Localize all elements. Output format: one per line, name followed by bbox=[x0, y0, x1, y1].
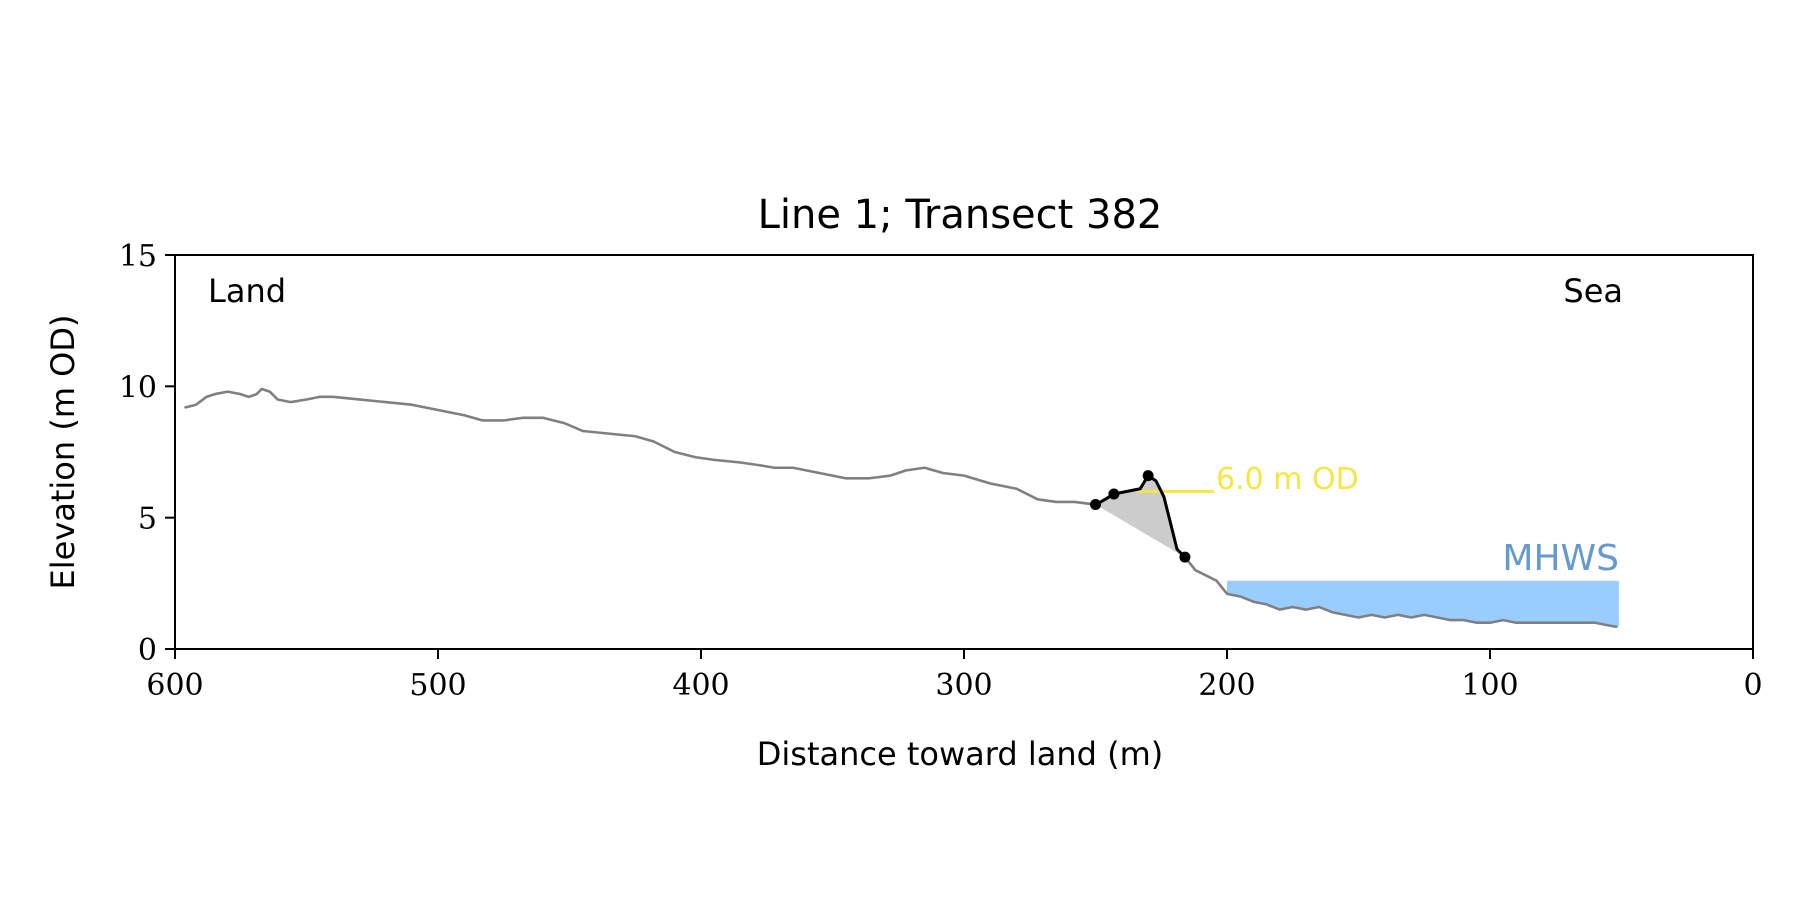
mhws-water-fill bbox=[1227, 580, 1619, 627]
y-tick-label-0: 0 bbox=[138, 633, 157, 668]
feature-point-1 bbox=[1090, 499, 1101, 511]
sea-label: Sea bbox=[1563, 272, 1623, 310]
y-tick-label-1: 5 bbox=[138, 502, 157, 537]
chart-title: Line 1; Transect 382 bbox=[758, 192, 1163, 238]
x-axis-label: Distance toward land (m) bbox=[757, 735, 1163, 773]
profile-line-1 bbox=[184, 387, 1097, 506]
x-tick-label-3: 300 bbox=[935, 668, 992, 703]
y-tick-label-2: 10 bbox=[119, 370, 157, 405]
feature-point-3 bbox=[1142, 470, 1154, 482]
x-tick-label-5: 100 bbox=[1461, 668, 1518, 703]
x-tick-label-4: 200 bbox=[1198, 668, 1255, 703]
profile-line-2 bbox=[1183, 555, 1618, 628]
feature-point-4 bbox=[1179, 551, 1191, 563]
x-tick-label-6: 0 bbox=[1743, 668, 1762, 703]
x-tick-label-2: 400 bbox=[672, 668, 729, 703]
x-tick-label-1: 500 bbox=[409, 668, 466, 703]
ticks-layer: 600 500 400 300 200 100 0 0 5 10 15 bbox=[119, 239, 1763, 703]
y-tick-label-3: 15 bbox=[119, 239, 157, 274]
land-label: Land bbox=[208, 272, 286, 310]
od-line-label: 6.0 m OD bbox=[1216, 462, 1359, 497]
x-tick-label-0: 600 bbox=[146, 668, 203, 703]
y-axis-label: Elevation (m OD) bbox=[44, 315, 82, 590]
data-layer bbox=[184, 387, 1619, 628]
mhws-label: MHWS bbox=[1502, 538, 1619, 579]
feature-point-2 bbox=[1108, 488, 1120, 500]
